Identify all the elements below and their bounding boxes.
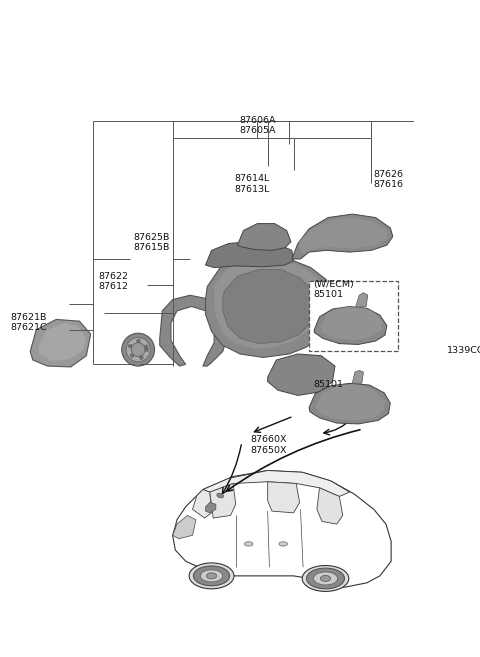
Polygon shape xyxy=(205,256,333,357)
Text: 87621B
87621C: 87621B 87621C xyxy=(11,313,47,332)
Polygon shape xyxy=(210,484,236,518)
Ellipse shape xyxy=(144,345,148,348)
Ellipse shape xyxy=(130,354,133,357)
Text: 85101: 85101 xyxy=(313,380,343,389)
Text: (W/ECM)
85101: (W/ECM) 85101 xyxy=(313,280,354,299)
Polygon shape xyxy=(298,217,387,254)
Ellipse shape xyxy=(137,339,140,343)
Ellipse shape xyxy=(432,348,440,355)
Ellipse shape xyxy=(126,338,150,362)
Text: 87626
87616: 87626 87616 xyxy=(373,170,403,189)
Ellipse shape xyxy=(217,493,224,498)
Polygon shape xyxy=(30,319,91,367)
Polygon shape xyxy=(173,470,391,587)
Ellipse shape xyxy=(193,566,229,586)
Ellipse shape xyxy=(140,356,143,359)
Polygon shape xyxy=(352,371,363,383)
Ellipse shape xyxy=(189,563,234,589)
Polygon shape xyxy=(268,482,300,513)
Ellipse shape xyxy=(302,566,349,591)
Ellipse shape xyxy=(200,570,223,582)
Polygon shape xyxy=(321,306,383,340)
Ellipse shape xyxy=(129,344,132,348)
Ellipse shape xyxy=(307,568,345,589)
Polygon shape xyxy=(203,470,350,497)
Ellipse shape xyxy=(244,542,253,546)
Ellipse shape xyxy=(320,576,331,581)
Text: 87622
87612: 87622 87612 xyxy=(98,272,129,291)
Polygon shape xyxy=(316,384,385,420)
Ellipse shape xyxy=(279,542,288,546)
Ellipse shape xyxy=(206,573,216,579)
Ellipse shape xyxy=(430,346,442,357)
Polygon shape xyxy=(205,242,294,267)
Ellipse shape xyxy=(122,333,155,366)
Text: 1339CC: 1339CC xyxy=(447,346,480,355)
Polygon shape xyxy=(268,354,335,396)
Polygon shape xyxy=(214,260,324,349)
Text: 87614L
87613L: 87614L 87613L xyxy=(235,174,270,194)
Ellipse shape xyxy=(131,343,145,357)
Polygon shape xyxy=(223,269,316,344)
Polygon shape xyxy=(192,489,212,518)
Ellipse shape xyxy=(313,572,337,585)
Polygon shape xyxy=(292,214,393,259)
Polygon shape xyxy=(314,306,387,344)
Polygon shape xyxy=(173,516,196,539)
FancyBboxPatch shape xyxy=(309,281,398,351)
Ellipse shape xyxy=(145,348,148,351)
Polygon shape xyxy=(309,383,390,424)
Polygon shape xyxy=(317,487,343,524)
Polygon shape xyxy=(205,503,216,513)
Text: 87660X
87650X: 87660X 87650X xyxy=(251,435,287,455)
Polygon shape xyxy=(356,292,368,306)
Text: 87606A
87605A: 87606A 87605A xyxy=(239,116,276,135)
Polygon shape xyxy=(238,223,291,250)
Polygon shape xyxy=(39,323,86,361)
Text: 87625B
87615B: 87625B 87615B xyxy=(133,233,169,252)
Polygon shape xyxy=(160,295,229,366)
